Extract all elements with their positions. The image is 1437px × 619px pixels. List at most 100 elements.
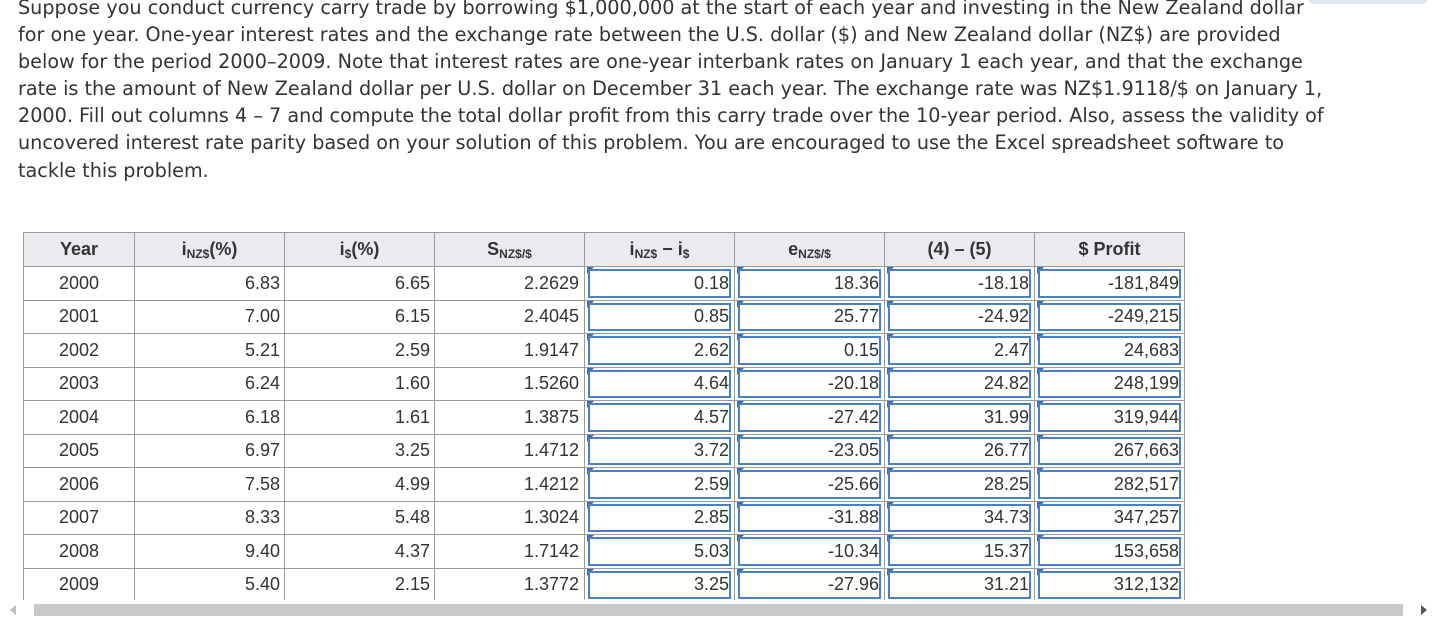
col4-minus-col5-answer[interactable]: 26.77: [884, 433, 1044, 468]
appreciation-answer[interactable]: -25.66: [734, 467, 894, 502]
horizontal-scrollbar[interactable]: [0, 600, 1437, 619]
appreciation-answer[interactable]: -27.96: [734, 567, 894, 601]
year-cell: 2002: [23, 333, 135, 368]
appreciation-answer[interactable]: -20.18: [734, 366, 894, 401]
answer-input-box[interactable]: [588, 436, 731, 465]
answer-input-box[interactable]: [888, 570, 1031, 599]
rate-differential-answer[interactable]: 4.57: [584, 400, 744, 435]
answer-input-box[interactable]: [1038, 503, 1181, 532]
col4-minus-col5-answer[interactable]: -18.18: [884, 266, 1044, 301]
rate-differential-answer[interactable]: 0.85: [584, 299, 744, 334]
col4-minus-col5-answer[interactable]: 15.37: [884, 534, 1044, 569]
answer-input-box[interactable]: [738, 403, 881, 432]
answer-input-box[interactable]: [738, 336, 881, 365]
answer-input-box[interactable]: [738, 369, 881, 398]
answer-input-box[interactable]: [588, 269, 731, 298]
profit-answer[interactable]: 312,132: [1034, 567, 1185, 601]
rate-differential-answer[interactable]: 2.62: [584, 333, 744, 368]
appreciation-answer[interactable]: 18.36: [734, 266, 894, 301]
answer-input-box[interactable]: [888, 336, 1031, 365]
answer-input-box[interactable]: [888, 369, 1031, 398]
table-row: 2003 6.24 1.60 1.5260 4.64 -20.18 24.82 248,199: [23, 366, 1185, 401]
col4-minus-col5-answer[interactable]: 31.99: [884, 400, 1044, 435]
answer-input-box[interactable]: [888, 537, 1031, 566]
nz-rate-cell: 8.33: [134, 500, 285, 535]
profit-answer[interactable]: 153,658: [1034, 534, 1185, 569]
col4-minus-col5-answer[interactable]: 34.73: [884, 500, 1044, 535]
us-rate-cell: 5.48: [284, 500, 435, 535]
answer-input-box[interactable]: [1038, 336, 1181, 365]
answer-input-box[interactable]: [888, 269, 1031, 298]
cell-value: 2.47: [993, 339, 1029, 360]
profit-answer[interactable]: -181,849: [1034, 266, 1185, 301]
answer-input-box[interactable]: [738, 537, 881, 566]
answer-input-box[interactable]: [588, 537, 731, 566]
answer-input-box[interactable]: [888, 503, 1031, 532]
answer-input-box[interactable]: [1038, 537, 1181, 566]
rate-differential-answer[interactable]: 5.03: [584, 534, 744, 569]
profit-answer[interactable]: 24,683: [1034, 333, 1185, 368]
triangle-left-icon[interactable]: [10, 605, 16, 615]
answer-input-box[interactable]: [1038, 570, 1181, 599]
answer-input-box[interactable]: [738, 436, 881, 465]
us-rate-cell: 4.37: [284, 534, 435, 569]
header-nz-rate: iNZ$(%): [134, 232, 285, 267]
answer-input-box[interactable]: [588, 503, 731, 532]
answer-input-box[interactable]: [588, 403, 731, 432]
answer-input-box[interactable]: [738, 503, 881, 532]
appreciation-answer[interactable]: 0.15: [734, 333, 894, 368]
rate-differential-answer[interactable]: 4.64: [584, 366, 744, 401]
answer-input-box[interactable]: [888, 403, 1031, 432]
col4-minus-col5-answer[interactable]: 28.25: [884, 467, 1044, 502]
spot-rate-cell: 1.7142: [434, 534, 594, 569]
answer-input-box[interactable]: [588, 302, 731, 331]
appreciation-answer[interactable]: -10.34: [734, 534, 894, 569]
col4-minus-col5-answer[interactable]: 24.82: [884, 366, 1044, 401]
spot-rate-cell: 1.5260: [434, 366, 594, 401]
cell-value: -20.18: [827, 373, 879, 394]
answer-input-box[interactable]: [738, 570, 881, 599]
answer-input-box[interactable]: [1038, 302, 1181, 331]
profit-answer[interactable]: 319,944: [1034, 400, 1185, 435]
scrollbar-thumb[interactable]: [34, 604, 1403, 616]
profit-answer[interactable]: 282,517: [1034, 467, 1185, 502]
profit-answer[interactable]: -249,215: [1034, 299, 1185, 334]
cell-value: 15.37: [983, 540, 1029, 561]
rate-differential-answer[interactable]: 0.18: [584, 266, 744, 301]
answer-input-box[interactable]: [1038, 269, 1181, 298]
triangle-right-icon[interactable]: [1421, 605, 1427, 615]
answer-input-box[interactable]: [1038, 436, 1181, 465]
cell-value: 25.77: [833, 306, 879, 327]
answer-input-box[interactable]: [888, 470, 1031, 499]
top-toolbar-stub: [1309, 0, 1427, 4]
rate-differential-answer[interactable]: 3.25: [584, 567, 744, 601]
col4-minus-col5-answer[interactable]: 31.21: [884, 567, 1044, 601]
profit-answer[interactable]: 248,199: [1034, 366, 1185, 401]
answer-input-box[interactable]: [738, 302, 881, 331]
answer-input-box[interactable]: [888, 436, 1031, 465]
year-cell: 2006: [23, 467, 135, 502]
profit-answer[interactable]: 347,257: [1034, 500, 1185, 535]
appreciation-answer[interactable]: -27.42: [734, 400, 894, 435]
answer-input-box[interactable]: [1038, 369, 1181, 398]
answer-input-box[interactable]: [588, 369, 731, 398]
answer-input-box[interactable]: [588, 570, 731, 599]
answer-input-box[interactable]: [1038, 403, 1181, 432]
rate-differential-answer[interactable]: 3.72: [584, 433, 744, 468]
answer-input-box[interactable]: [588, 470, 731, 499]
header-appreciation: eNZ$/$: [734, 232, 885, 267]
answer-input-box[interactable]: [888, 302, 1031, 331]
rate-differential-answer[interactable]: 2.85: [584, 500, 744, 535]
answer-input-box[interactable]: [738, 470, 881, 499]
col4-minus-col5-answer[interactable]: 2.47: [884, 333, 1044, 368]
rate-differential-answer[interactable]: 2.59: [584, 467, 744, 502]
cell-value: 2.59: [693, 473, 729, 494]
answer-input-box[interactable]: [588, 336, 731, 365]
col4-minus-col5-answer[interactable]: -24.92: [884, 299, 1044, 334]
profit-answer[interactable]: 267,663: [1034, 433, 1185, 468]
answer-input-box[interactable]: [1038, 470, 1181, 499]
appreciation-answer[interactable]: -23.05: [734, 433, 894, 468]
appreciation-answer[interactable]: 25.77: [734, 299, 894, 334]
appreciation-answer[interactable]: -31.88: [734, 500, 894, 535]
answer-input-box[interactable]: [738, 269, 881, 298]
